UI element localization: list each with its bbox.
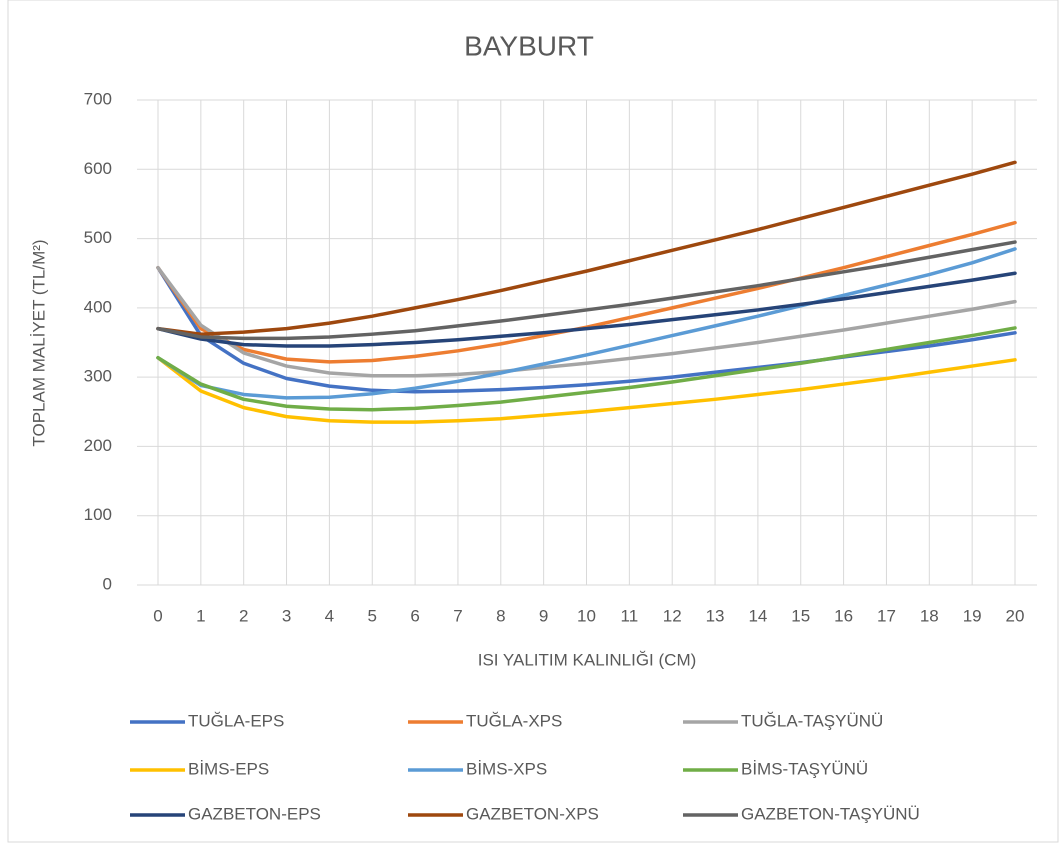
y-tick-label: 200 bbox=[84, 436, 112, 455]
y-tick-label: 500 bbox=[84, 228, 112, 247]
legend-label: GAZBETON-EPS bbox=[188, 804, 321, 823]
x-tick-label: 5 bbox=[368, 606, 377, 625]
x-tick-label: 18 bbox=[920, 606, 939, 625]
legend-label: TUĞLA-XPS bbox=[466, 711, 562, 730]
series-line bbox=[156, 355, 1017, 424]
legend-label: GAZBETON-TAŞYÜNÜ bbox=[741, 804, 920, 823]
x-tick-label: 14 bbox=[748, 606, 767, 625]
y-tick-label: 600 bbox=[84, 159, 112, 178]
x-tick-label: 15 bbox=[791, 606, 810, 625]
y-tick-label: 0 bbox=[103, 574, 112, 593]
x-tick-label: 1 bbox=[196, 606, 205, 625]
x-tick-label: 19 bbox=[963, 606, 982, 625]
y-axis-label: TOPLAM MALİYET (TL/M²) bbox=[29, 239, 48, 446]
series-line bbox=[156, 247, 1017, 400]
x-tick-label: 11 bbox=[621, 606, 639, 625]
x-tick-label: 8 bbox=[496, 606, 505, 625]
y-tick-label: 100 bbox=[84, 505, 112, 524]
chart-border bbox=[7, 0, 1059, 843]
x-tick-label: 16 bbox=[834, 606, 853, 625]
y-tick-label: 700 bbox=[84, 89, 112, 108]
legend-label: BİMS-TAŞYÜNÜ bbox=[741, 759, 868, 778]
x-tick-label: 2 bbox=[239, 606, 248, 625]
legend-label: TUĞLA-TAŞYÜNÜ bbox=[741, 711, 883, 730]
y-tick-label: 300 bbox=[84, 367, 112, 386]
y-tick-label: 400 bbox=[84, 297, 112, 316]
series-line bbox=[156, 265, 1017, 378]
x-tick-label: 7 bbox=[453, 606, 462, 625]
series-line bbox=[156, 160, 1017, 336]
x-tick-label: 0 bbox=[153, 606, 162, 625]
x-tick-label: 6 bbox=[410, 606, 419, 625]
x-tick-label: 3 bbox=[282, 606, 291, 625]
x-tick-label: 13 bbox=[706, 606, 725, 625]
x-tick-label: 10 bbox=[577, 606, 596, 625]
legend-label: BİMS-EPS bbox=[188, 759, 269, 778]
legend-label: GAZBETON-XPS bbox=[466, 804, 599, 823]
series-line bbox=[156, 240, 1017, 341]
x-tick-label: 20 bbox=[1006, 606, 1025, 625]
legend-label: TUĞLA-EPS bbox=[188, 711, 284, 730]
x-tick-label: 9 bbox=[539, 606, 548, 625]
chart-title: BAYBURT bbox=[464, 30, 594, 61]
series-line bbox=[156, 271, 1017, 348]
x-axis-label: ISI YALITIM KALINLIĞI (CM) bbox=[478, 650, 697, 669]
series-line bbox=[156, 326, 1017, 412]
x-tick-label: 12 bbox=[663, 606, 682, 625]
x-tick-label: 4 bbox=[325, 606, 334, 625]
legend-label: BİMS-XPS bbox=[466, 759, 547, 778]
x-tick-label: 17 bbox=[877, 606, 896, 625]
